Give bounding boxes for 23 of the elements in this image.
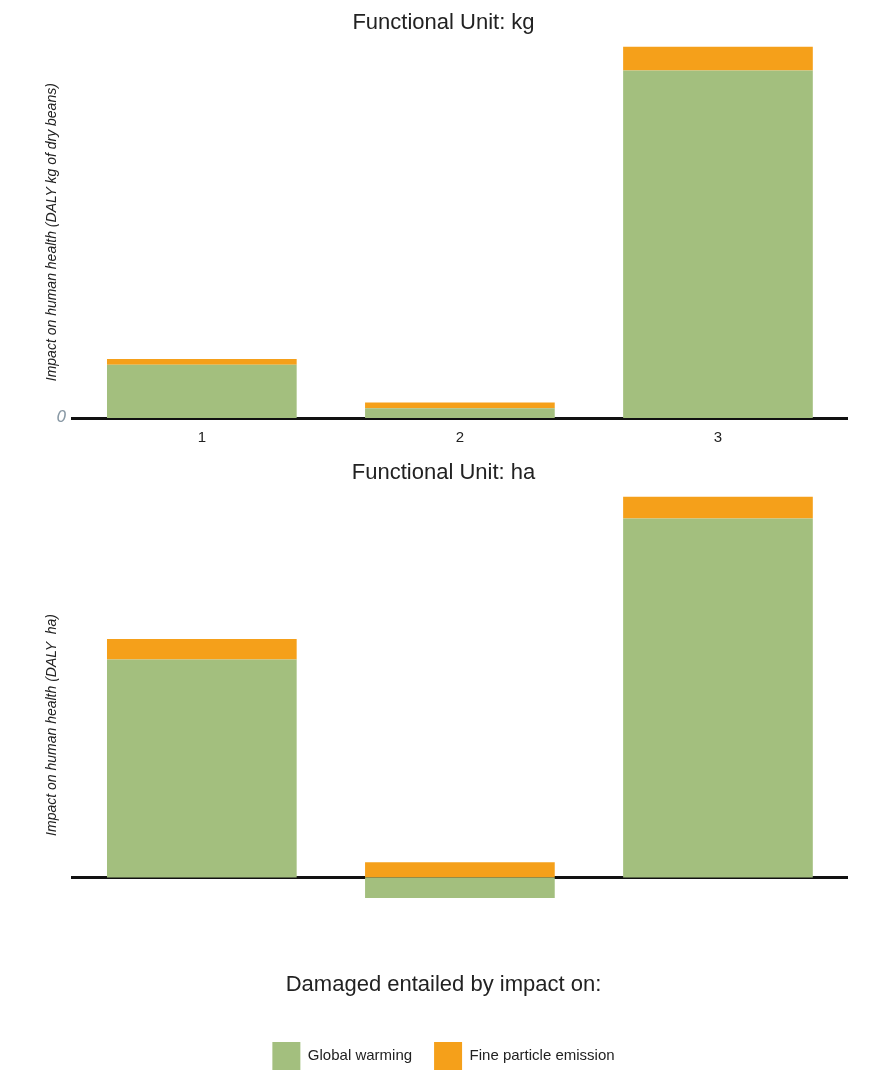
bar xyxy=(623,70,813,418)
bar xyxy=(106,358,297,365)
bar xyxy=(365,402,555,409)
x-tick-label: 2 xyxy=(455,428,465,446)
chart-title: Functional Unit: kg xyxy=(352,9,535,35)
bar xyxy=(106,364,297,418)
bar xyxy=(106,659,297,878)
bar xyxy=(365,408,555,418)
chart-title: Functional Unit: ha xyxy=(351,459,536,485)
y-axis-title: Impact on human health (DALY kg of dry beans) xyxy=(43,83,60,382)
legend-label: Fine particle emission xyxy=(469,1046,615,1064)
bar xyxy=(623,518,813,878)
y-axis-title: Impact on human health (DALY ha) xyxy=(43,614,60,836)
bar xyxy=(365,877,555,898)
legend-label: Global warming xyxy=(307,1046,413,1064)
x-tick-label: 1 xyxy=(197,428,207,446)
bar xyxy=(365,862,555,878)
bar xyxy=(623,496,813,519)
bar xyxy=(623,46,813,71)
x-tick-label: 3 xyxy=(713,428,723,446)
text: 0 xyxy=(56,407,67,427)
bar xyxy=(106,638,297,660)
legend-title: Damaged entailed by impact on: xyxy=(285,970,602,996)
